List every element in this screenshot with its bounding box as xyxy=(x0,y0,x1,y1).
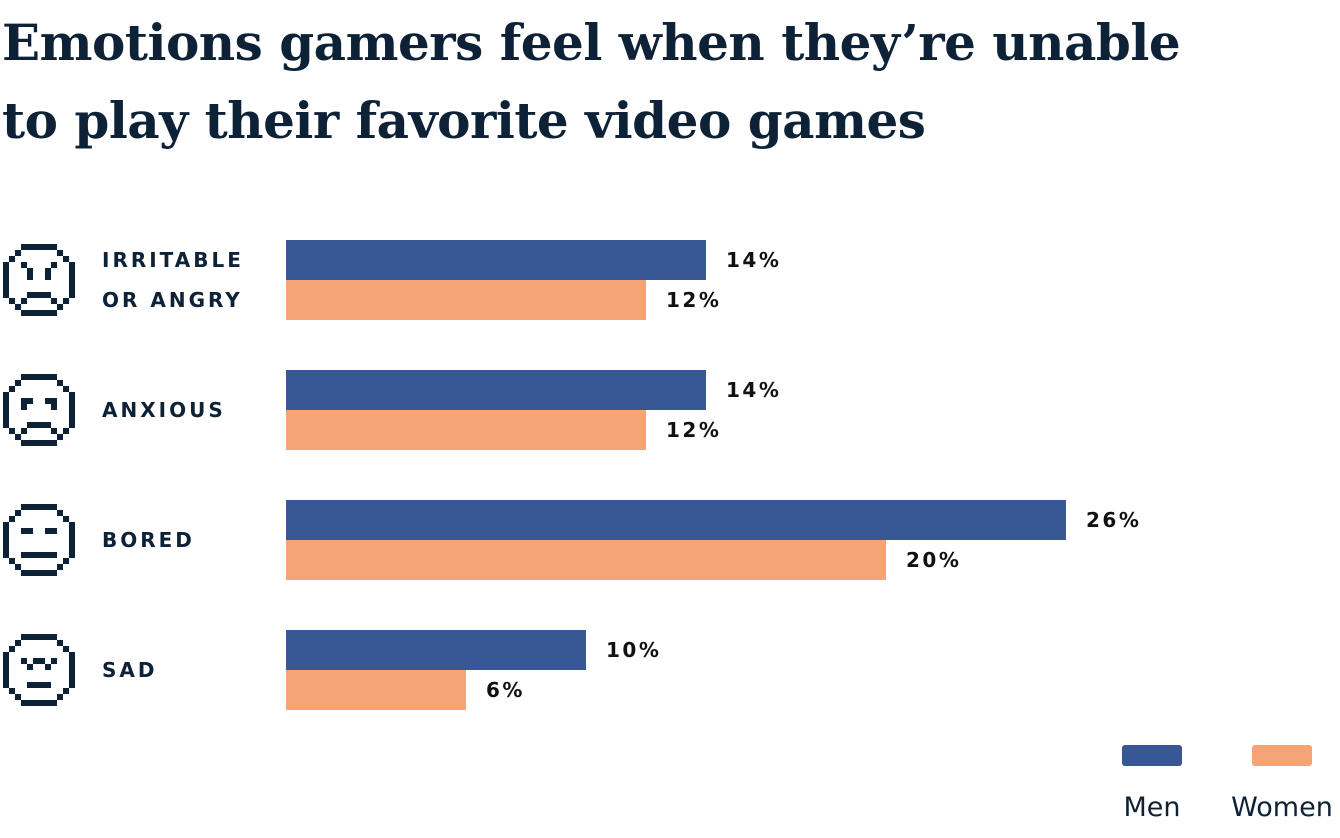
chart-title: Emotions gamers feel when they’re unable… xyxy=(2,13,1181,150)
value-label: 20% xyxy=(906,548,962,572)
category-label: IRRITABLE OR ANGRY xyxy=(102,248,244,312)
value-label: 12% xyxy=(666,288,722,312)
legend-swatch xyxy=(1122,745,1182,766)
bar xyxy=(286,240,706,280)
legend-swatch xyxy=(1252,745,1312,766)
value-label: 14% xyxy=(726,378,782,402)
legend-label: Women xyxy=(1231,792,1333,823)
value-label: 14% xyxy=(726,248,782,272)
value-label: 26% xyxy=(1086,508,1142,532)
value-label: 6% xyxy=(486,678,525,702)
emotion-icon xyxy=(3,244,75,316)
emotion-icon xyxy=(3,504,75,576)
bar xyxy=(286,540,886,580)
bar xyxy=(286,280,646,320)
emotion-icon xyxy=(3,634,75,706)
bar xyxy=(286,670,466,710)
legend-label: Men xyxy=(1123,792,1181,823)
bar xyxy=(286,410,646,450)
category-label: ANXIOUS xyxy=(102,398,226,422)
bar xyxy=(286,630,586,670)
category-label: BORED xyxy=(102,528,195,552)
emotion-icon xyxy=(3,374,75,446)
category-label: SAD xyxy=(102,658,158,682)
bar xyxy=(286,370,706,410)
bar xyxy=(286,500,1066,540)
value-label: 12% xyxy=(666,418,722,442)
value-label: 10% xyxy=(606,638,662,662)
